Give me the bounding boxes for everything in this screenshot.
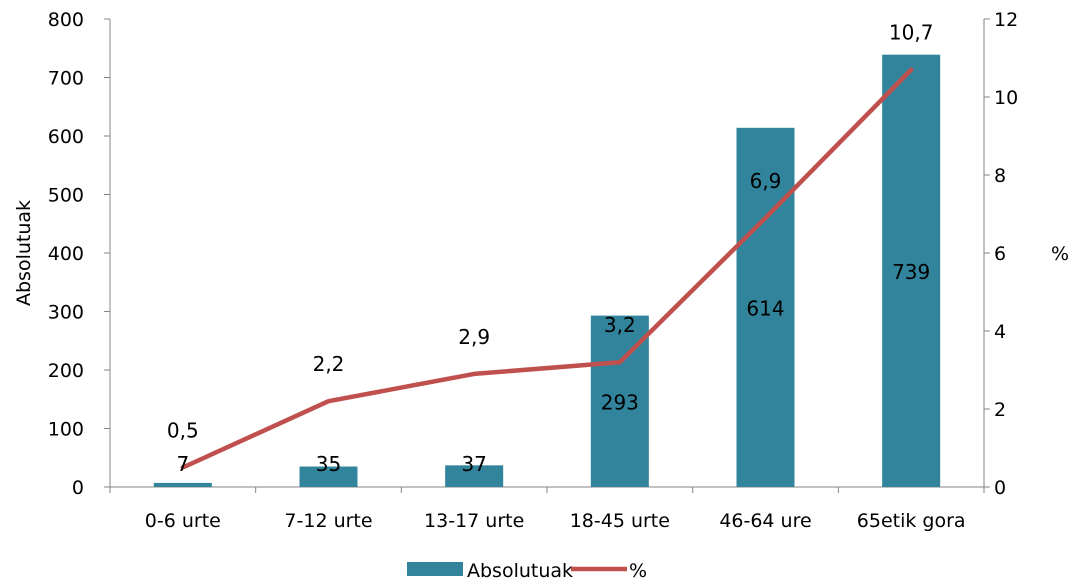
bar-data-label: 37 bbox=[461, 452, 486, 476]
x-tick-label: 7-12 urte bbox=[284, 510, 372, 532]
y2-tick-label: 8 bbox=[994, 165, 1006, 187]
y2-tick-label: 2 bbox=[994, 399, 1006, 421]
bar bbox=[882, 54, 941, 488]
y-tick-label: 700 bbox=[48, 68, 84, 90]
legend-label-line: % bbox=[629, 560, 647, 582]
bar bbox=[736, 127, 795, 487]
y2-tick-label: 10 bbox=[994, 87, 1018, 109]
y-tick-label: 200 bbox=[48, 360, 84, 382]
x-tick-label: 18-45 urte bbox=[570, 510, 670, 532]
bar bbox=[153, 482, 212, 487]
bar-data-label: 739 bbox=[892, 260, 930, 284]
legend-swatch-bars bbox=[407, 562, 463, 576]
y-tick-label: 0 bbox=[72, 477, 84, 499]
y2-tick-label: 4 bbox=[994, 321, 1006, 343]
bar-data-label: 293 bbox=[601, 390, 639, 414]
y2-tick-label: 0 bbox=[994, 477, 1006, 499]
line-data-label: 6,9 bbox=[750, 169, 782, 193]
bar bbox=[299, 466, 358, 487]
y-tick-label: 600 bbox=[48, 126, 84, 148]
y2-axis-title: % bbox=[1051, 243, 1069, 265]
line-data-label: 0,5 bbox=[167, 419, 199, 443]
y2-tick-label: 12 bbox=[994, 9, 1018, 31]
line-series-percent bbox=[180, 67, 914, 470]
y-tick-label: 500 bbox=[48, 185, 84, 207]
y-tick-label: 400 bbox=[48, 243, 84, 265]
legend-label-bars: Absolutuak bbox=[467, 560, 573, 582]
line-data-label: 2,2 bbox=[313, 352, 345, 376]
y2-tick-label: 6 bbox=[994, 243, 1006, 265]
y-axis-title: Absolutuak bbox=[13, 200, 35, 306]
bar bbox=[445, 465, 504, 487]
bar-data-label: 35 bbox=[316, 452, 341, 476]
x-tick-label: 13-17 urte bbox=[424, 510, 524, 532]
bar-data-label: 614 bbox=[746, 296, 784, 320]
line-data-label: 2,9 bbox=[458, 325, 490, 349]
bar-data-label: 7 bbox=[176, 452, 189, 476]
y-tick-label: 800 bbox=[48, 9, 84, 31]
line-data-label: 3,2 bbox=[604, 313, 636, 337]
y-tick-label: 300 bbox=[48, 302, 84, 324]
x-tick-label: 65etik gora bbox=[857, 510, 966, 532]
line-data-label: 10,7 bbox=[889, 21, 934, 45]
x-tick-label: 0-6 urte bbox=[145, 510, 221, 532]
y-tick-label: 100 bbox=[48, 419, 84, 441]
x-tick-label: 46-64 ure bbox=[719, 510, 811, 532]
